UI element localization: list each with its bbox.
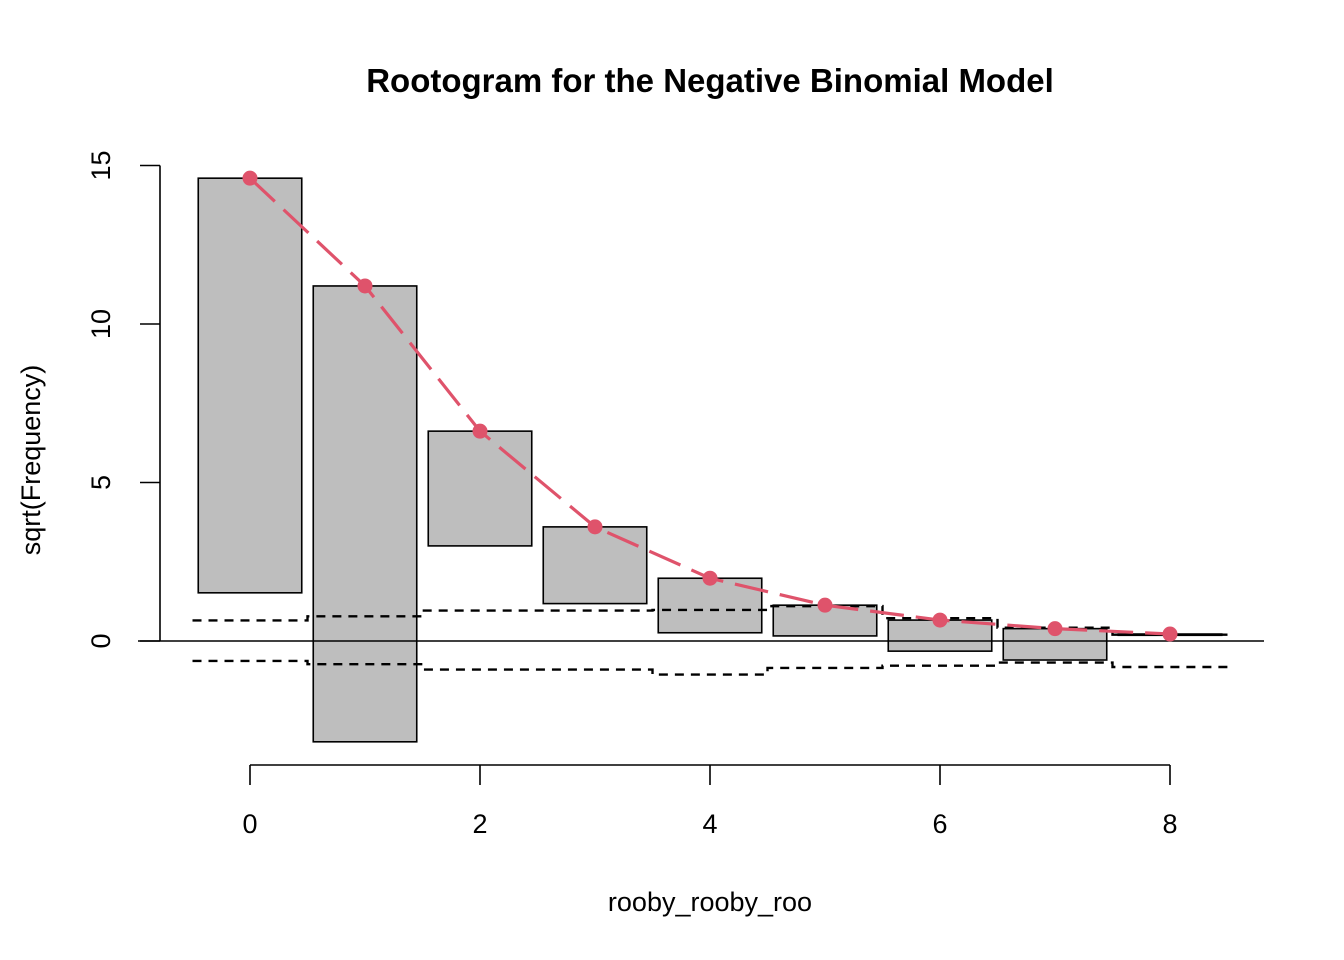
bar-0: [197, 177, 303, 594]
x-axis: 0 2 4 6 8: [242, 764, 1178, 839]
band-upper-line: [192, 604, 1228, 636]
bars-group: [197, 177, 1223, 743]
y-tick-label-5: 5: [86, 475, 116, 490]
y-tick-label-0: 0: [86, 633, 116, 648]
expected-point-5: [817, 597, 833, 613]
expected-point-8: [1162, 626, 1178, 642]
band-lower-line: [192, 659, 1228, 676]
x-tick-label-2: 2: [472, 809, 487, 839]
y-tick-label-15: 15: [86, 150, 116, 180]
expected-point-6: [932, 612, 948, 628]
x-tick-label-8: 8: [1162, 809, 1177, 839]
x-tick-label-6: 6: [932, 809, 947, 839]
expected-point-1: [357, 278, 373, 294]
bar-1: [312, 285, 418, 743]
expected-curve-group: [242, 170, 1178, 642]
expected-point-3: [587, 519, 603, 535]
chart-title: Rootogram for the Negative Binomial Mode…: [366, 62, 1054, 99]
y-axis-label: sqrt(Frequency): [16, 365, 46, 556]
x-tick-label-4: 4: [702, 809, 717, 839]
bar-7: [1002, 627, 1108, 661]
expected-point-2: [472, 423, 488, 439]
expected-point-4: [702, 570, 718, 586]
bar-3: [542, 526, 648, 605]
y-axis: 0 5 10 15: [86, 150, 161, 649]
expected-point-7: [1047, 621, 1063, 637]
expected-point-0: [242, 170, 258, 186]
y-tick-label-10: 10: [86, 309, 116, 339]
x-axis-label: rooby_rooby_roo: [608, 887, 812, 917]
confidence-band-group: [192, 604, 1228, 676]
bar-2: [427, 430, 533, 547]
x-tick-label-0: 0: [242, 809, 257, 839]
